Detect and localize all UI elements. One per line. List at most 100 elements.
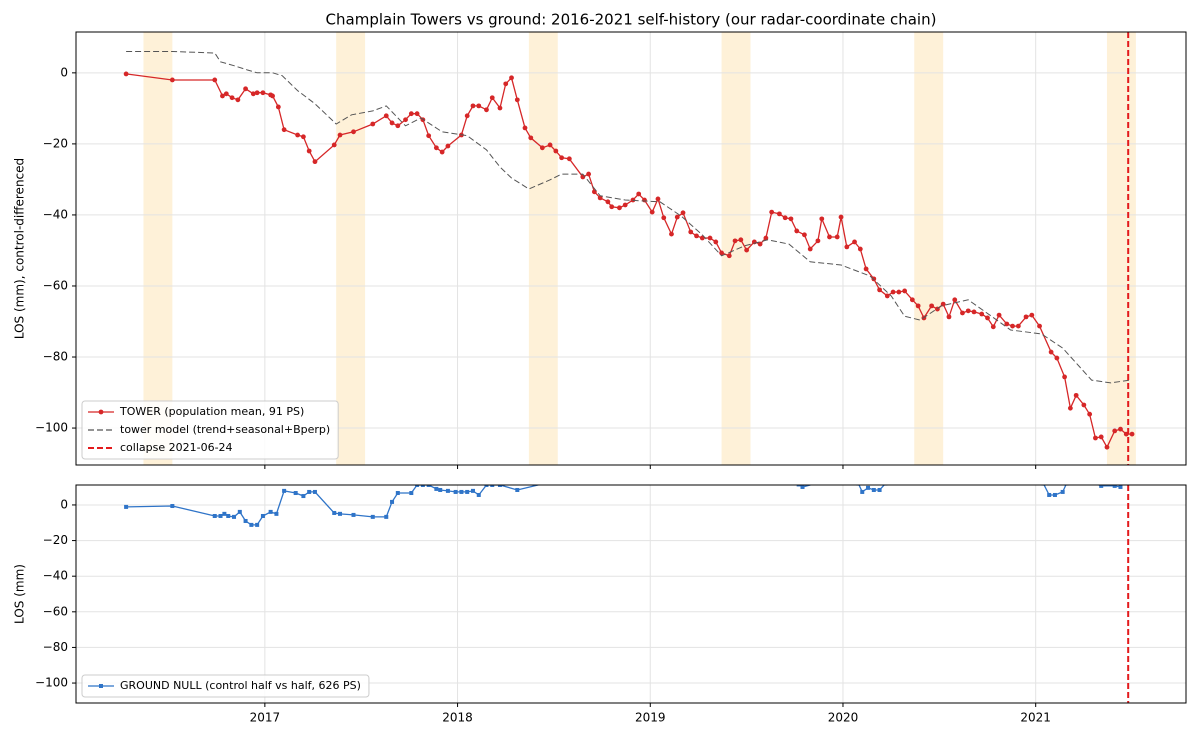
y-axis-label: LOS (mm), control-differenced xyxy=(13,158,27,339)
point xyxy=(438,487,443,492)
legend: GROUND NULL (control half vs half, 626 P… xyxy=(81,674,370,698)
point xyxy=(1112,428,1118,434)
point xyxy=(655,196,661,202)
point xyxy=(464,113,470,119)
point xyxy=(605,199,611,205)
point xyxy=(395,123,401,129)
point xyxy=(389,120,395,126)
point xyxy=(351,512,356,517)
y-axis-label: LOS (mm) xyxy=(13,564,27,624)
point xyxy=(223,91,229,97)
point xyxy=(915,303,921,309)
point xyxy=(332,510,337,515)
point xyxy=(415,485,420,487)
point xyxy=(649,209,655,215)
point xyxy=(433,145,439,151)
point xyxy=(909,297,915,303)
point xyxy=(470,488,475,493)
point xyxy=(338,511,343,516)
point xyxy=(254,90,260,96)
point xyxy=(331,142,337,148)
point xyxy=(860,489,865,494)
point xyxy=(250,91,256,97)
shaded-span xyxy=(1106,32,1136,465)
point xyxy=(282,488,287,493)
y-tick-label: −60 xyxy=(43,604,68,618)
point xyxy=(877,487,882,492)
point xyxy=(1029,312,1035,318)
point xyxy=(212,77,218,83)
point xyxy=(484,107,489,113)
point xyxy=(807,246,813,252)
point xyxy=(553,148,559,154)
point xyxy=(426,133,432,139)
point xyxy=(476,103,482,109)
y-tick-label: −60 xyxy=(43,278,68,292)
point xyxy=(890,289,896,295)
point xyxy=(800,485,805,489)
y-tick-label: −40 xyxy=(43,569,68,583)
y-tick-label: −80 xyxy=(43,640,68,654)
point xyxy=(243,518,248,523)
series-line xyxy=(126,485,1121,526)
point xyxy=(1104,444,1110,450)
point xyxy=(301,494,306,499)
point xyxy=(370,121,376,127)
point xyxy=(719,250,724,256)
point xyxy=(732,238,738,244)
legend-label: collapse 2021-06-24 xyxy=(120,441,233,454)
point xyxy=(281,127,287,133)
point xyxy=(834,234,840,240)
point xyxy=(124,504,129,509)
point xyxy=(497,105,503,111)
point xyxy=(515,487,520,492)
point xyxy=(229,95,235,101)
point xyxy=(270,93,275,99)
point xyxy=(946,314,952,320)
point xyxy=(769,209,775,215)
point xyxy=(796,485,801,487)
point xyxy=(1037,323,1042,329)
point xyxy=(1015,323,1021,329)
point xyxy=(408,111,414,117)
point xyxy=(514,97,520,103)
point xyxy=(1087,411,1093,417)
point xyxy=(237,509,242,514)
point xyxy=(1099,485,1104,488)
y-tick-label: 0 xyxy=(60,497,68,511)
plot-area xyxy=(76,485,1186,703)
x-tick-label: 2018 xyxy=(442,711,473,725)
point xyxy=(1062,374,1067,380)
point xyxy=(871,487,876,492)
point xyxy=(414,111,420,117)
point xyxy=(222,511,227,516)
y-tick-label: −100 xyxy=(35,676,68,690)
y-tick-label: −20 xyxy=(43,533,68,547)
point xyxy=(877,287,882,293)
point xyxy=(794,228,800,234)
point xyxy=(476,492,481,497)
point xyxy=(1073,392,1079,398)
point xyxy=(383,113,389,119)
plot-area xyxy=(76,32,1186,465)
point xyxy=(1098,434,1104,440)
point xyxy=(857,246,863,252)
point xyxy=(484,485,489,487)
point xyxy=(707,235,713,241)
point xyxy=(169,77,175,83)
legend-marker xyxy=(99,684,103,688)
point xyxy=(409,491,414,496)
point xyxy=(597,195,603,201)
point xyxy=(1047,492,1052,497)
shaded-span xyxy=(914,32,944,465)
point xyxy=(1067,405,1073,411)
point xyxy=(434,486,439,491)
point xyxy=(884,293,890,299)
point xyxy=(426,485,431,487)
axes-frame xyxy=(75,31,1187,466)
point xyxy=(763,235,769,241)
point xyxy=(260,90,266,96)
point xyxy=(617,205,622,211)
point xyxy=(863,266,869,272)
